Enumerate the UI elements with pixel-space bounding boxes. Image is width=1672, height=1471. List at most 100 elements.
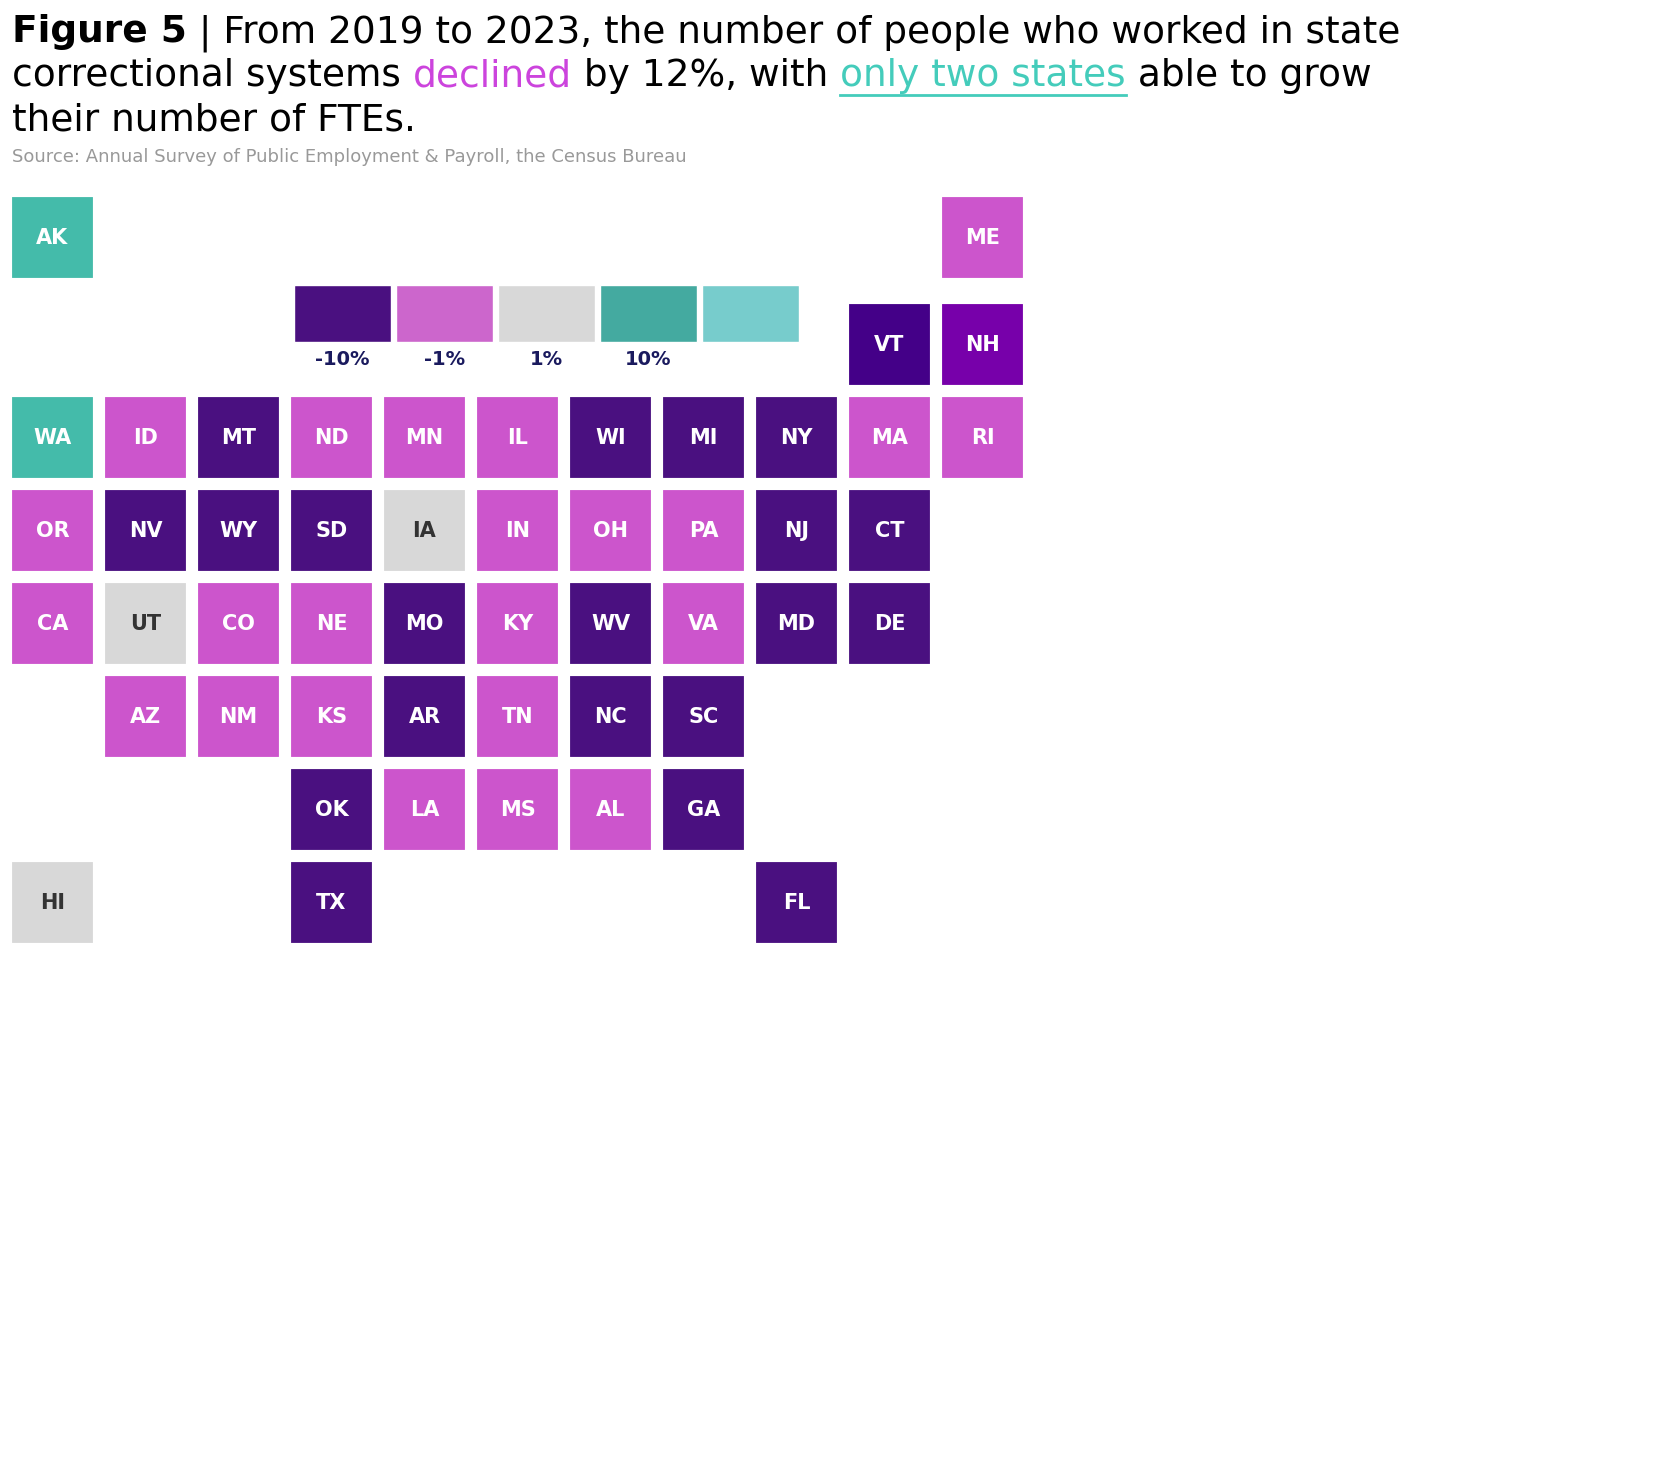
- FancyBboxPatch shape: [104, 581, 187, 666]
- FancyBboxPatch shape: [475, 766, 560, 852]
- Text: declined: declined: [413, 57, 572, 94]
- FancyBboxPatch shape: [381, 488, 466, 574]
- FancyBboxPatch shape: [600, 285, 697, 341]
- FancyBboxPatch shape: [196, 488, 281, 574]
- FancyBboxPatch shape: [196, 396, 281, 480]
- FancyBboxPatch shape: [289, 581, 375, 666]
- FancyBboxPatch shape: [754, 488, 839, 574]
- FancyBboxPatch shape: [660, 488, 746, 574]
- Text: NJ: NJ: [784, 521, 809, 540]
- FancyBboxPatch shape: [848, 396, 931, 480]
- Text: MS: MS: [500, 800, 535, 819]
- Text: IL: IL: [507, 428, 528, 447]
- FancyBboxPatch shape: [568, 488, 654, 574]
- Text: AZ: AZ: [130, 706, 161, 727]
- Text: CA: CA: [37, 613, 69, 634]
- Text: NH: NH: [965, 334, 1000, 355]
- FancyBboxPatch shape: [289, 674, 375, 759]
- FancyBboxPatch shape: [940, 302, 1025, 387]
- FancyBboxPatch shape: [475, 674, 560, 759]
- FancyBboxPatch shape: [475, 581, 560, 666]
- Text: AR: AR: [408, 706, 440, 727]
- FancyBboxPatch shape: [568, 674, 654, 759]
- FancyBboxPatch shape: [848, 488, 931, 574]
- FancyBboxPatch shape: [10, 581, 95, 666]
- Text: VT: VT: [874, 334, 905, 355]
- Text: OK: OK: [314, 800, 348, 819]
- Text: HI: HI: [40, 893, 65, 912]
- Text: SC: SC: [689, 706, 719, 727]
- Text: AK: AK: [37, 228, 69, 247]
- FancyBboxPatch shape: [196, 581, 281, 666]
- Text: LA: LA: [410, 800, 440, 819]
- Text: 10%: 10%: [625, 350, 672, 369]
- FancyBboxPatch shape: [660, 396, 746, 480]
- FancyBboxPatch shape: [381, 766, 466, 852]
- FancyBboxPatch shape: [660, 674, 746, 759]
- FancyBboxPatch shape: [289, 861, 375, 944]
- Text: -10%: -10%: [316, 350, 370, 369]
- Text: MI: MI: [689, 428, 717, 447]
- FancyBboxPatch shape: [660, 581, 746, 666]
- FancyBboxPatch shape: [381, 674, 466, 759]
- FancyBboxPatch shape: [848, 581, 931, 666]
- Text: UT: UT: [130, 613, 161, 634]
- FancyBboxPatch shape: [568, 396, 654, 480]
- Text: IN: IN: [505, 521, 530, 540]
- Text: correctional systems: correctional systems: [12, 57, 413, 94]
- Text: MN: MN: [405, 428, 443, 447]
- FancyBboxPatch shape: [702, 285, 799, 341]
- FancyBboxPatch shape: [381, 581, 466, 666]
- Text: TX: TX: [316, 893, 346, 912]
- Text: WY: WY: [219, 521, 257, 540]
- FancyBboxPatch shape: [754, 396, 839, 480]
- Text: FL: FL: [782, 893, 811, 912]
- FancyBboxPatch shape: [10, 861, 95, 944]
- FancyBboxPatch shape: [475, 488, 560, 574]
- FancyBboxPatch shape: [104, 488, 187, 574]
- Text: MA: MA: [871, 428, 908, 447]
- Text: able to grow: able to grow: [1125, 57, 1371, 94]
- Text: WV: WV: [590, 613, 630, 634]
- FancyBboxPatch shape: [196, 674, 281, 759]
- FancyBboxPatch shape: [104, 396, 187, 480]
- Text: OH: OH: [594, 521, 629, 540]
- Text: by 12%, with: by 12%, with: [572, 57, 839, 94]
- FancyBboxPatch shape: [848, 302, 931, 387]
- Text: WI: WI: [595, 428, 625, 447]
- Text: only two states: only two states: [839, 57, 1125, 94]
- FancyBboxPatch shape: [754, 861, 839, 944]
- FancyBboxPatch shape: [10, 488, 95, 574]
- Text: ID: ID: [134, 428, 157, 447]
- Text: KY: KY: [502, 613, 533, 634]
- Text: VA: VA: [689, 613, 719, 634]
- FancyBboxPatch shape: [475, 396, 560, 480]
- Text: ME: ME: [965, 228, 1000, 247]
- Text: MO: MO: [405, 613, 443, 634]
- Text: -1%: -1%: [425, 350, 465, 369]
- Text: MT: MT: [221, 428, 256, 447]
- FancyBboxPatch shape: [754, 581, 839, 666]
- Text: MD: MD: [777, 613, 816, 634]
- FancyBboxPatch shape: [396, 285, 493, 341]
- FancyBboxPatch shape: [289, 396, 375, 480]
- Text: Source: Annual Survey of Public Employment & Payroll, the Census Bureau: Source: Annual Survey of Public Employme…: [12, 149, 687, 166]
- Text: their number of FTEs.: their number of FTEs.: [12, 101, 416, 138]
- Text: AL: AL: [595, 800, 625, 819]
- Text: TN: TN: [502, 706, 533, 727]
- Text: SD: SD: [316, 521, 348, 540]
- FancyBboxPatch shape: [940, 396, 1025, 480]
- Text: ND: ND: [314, 428, 349, 447]
- Text: NY: NY: [781, 428, 813, 447]
- FancyBboxPatch shape: [289, 766, 375, 852]
- FancyBboxPatch shape: [660, 766, 746, 852]
- Text: CT: CT: [874, 521, 905, 540]
- Text: Figure 5: Figure 5: [12, 15, 187, 50]
- Text: OR: OR: [35, 521, 69, 540]
- FancyBboxPatch shape: [381, 396, 466, 480]
- Text: NE: NE: [316, 613, 348, 634]
- FancyBboxPatch shape: [10, 396, 95, 480]
- FancyBboxPatch shape: [289, 488, 375, 574]
- Text: GA: GA: [687, 800, 721, 819]
- Text: PA: PA: [689, 521, 719, 540]
